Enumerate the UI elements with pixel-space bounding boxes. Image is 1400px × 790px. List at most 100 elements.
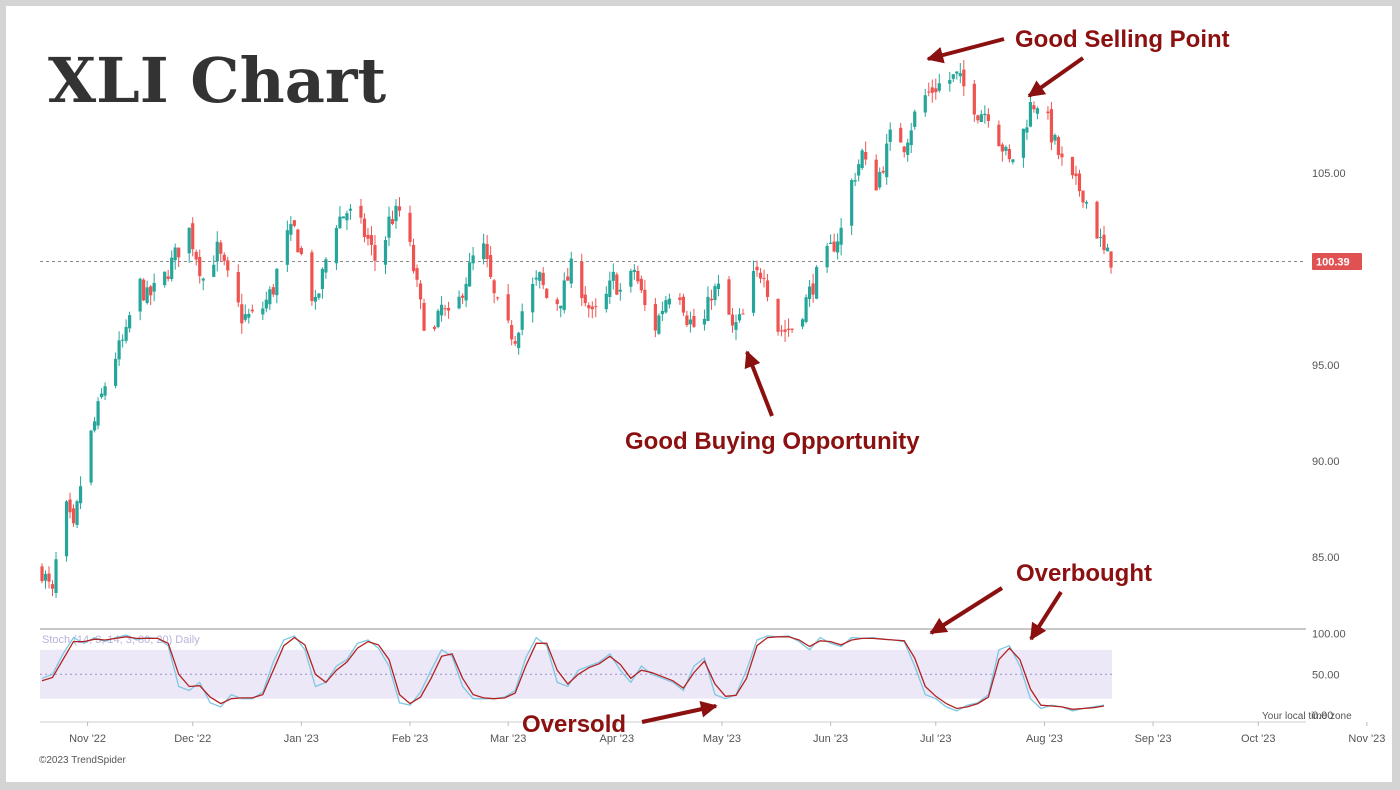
candle	[692, 308, 696, 329]
candle	[615, 272, 619, 295]
candle-body	[369, 235, 374, 245]
candle-body	[103, 386, 107, 396]
candle	[1049, 102, 1054, 151]
candle-body	[152, 282, 156, 292]
candle-body	[243, 314, 247, 320]
chart-title: XLI Chart	[48, 44, 387, 117]
candle-body	[324, 259, 328, 273]
candle	[1053, 133, 1057, 145]
candle	[443, 304, 447, 317]
candle	[807, 279, 812, 307]
candle-body	[951, 74, 955, 79]
candle	[397, 197, 402, 217]
candle-body	[1049, 109, 1054, 143]
candle-body	[78, 486, 83, 504]
time-tick-label: Sep '23	[1135, 733, 1172, 745]
candle	[240, 293, 244, 334]
candle-body	[678, 297, 682, 301]
candle-body	[800, 319, 805, 327]
candle-body	[1077, 173, 1082, 192]
candle	[906, 138, 910, 162]
candle	[737, 308, 742, 323]
candle-body	[142, 279, 146, 301]
candle-body	[608, 280, 612, 297]
candle	[285, 220, 289, 273]
candle	[1004, 145, 1008, 156]
candle-body	[660, 310, 664, 315]
candle-body	[1105, 247, 1110, 252]
candle	[566, 268, 570, 281]
candle-body	[482, 243, 486, 260]
candle-body	[825, 245, 829, 268]
annotation-text: Oversold	[522, 711, 626, 738]
candle	[138, 277, 142, 321]
candle	[825, 243, 829, 273]
candle	[545, 288, 549, 299]
candle	[881, 166, 885, 174]
candle-body	[408, 212, 412, 242]
candle	[559, 305, 563, 318]
candle	[152, 273, 156, 302]
candle-body	[667, 298, 671, 305]
candle-body	[299, 247, 303, 254]
candle	[1102, 225, 1106, 255]
candle-body	[857, 164, 861, 176]
candle-body	[464, 283, 468, 301]
candle-body	[285, 230, 289, 265]
candle-body	[734, 322, 738, 330]
candle-body	[468, 262, 472, 287]
candle-body	[804, 297, 808, 322]
candle	[373, 234, 377, 272]
candle	[1035, 106, 1040, 120]
candle	[878, 167, 882, 190]
candle-body	[976, 115, 980, 121]
candle	[688, 311, 693, 333]
candle	[1077, 169, 1082, 197]
candle-body	[885, 143, 889, 178]
candle	[779, 325, 784, 337]
candle-body	[520, 311, 524, 330]
candle-body	[1032, 105, 1036, 110]
candle-body	[923, 95, 927, 113]
candle	[117, 331, 121, 367]
candle	[706, 286, 710, 322]
candle	[1105, 243, 1110, 252]
candle-body	[166, 276, 170, 279]
candle-body	[187, 227, 191, 254]
candle-body	[829, 242, 833, 244]
candle	[664, 295, 668, 314]
candle	[709, 289, 714, 310]
candle-body	[71, 508, 76, 524]
candle	[362, 213, 367, 243]
candle-body	[653, 304, 657, 331]
candle	[857, 159, 861, 182]
candle	[997, 120, 1001, 147]
candle	[489, 246, 493, 280]
candle-body	[471, 255, 475, 264]
candle-body	[758, 272, 763, 279]
candle	[236, 264, 240, 307]
candle-body	[387, 216, 391, 238]
candle-body	[664, 300, 668, 313]
candle	[618, 283, 622, 301]
candle	[909, 122, 913, 154]
candle	[187, 227, 191, 263]
candle	[629, 268, 633, 293]
candle-body	[250, 309, 254, 312]
candle	[678, 293, 682, 305]
candle	[250, 304, 254, 314]
candle	[124, 319, 128, 344]
candle	[713, 283, 717, 306]
candle-body	[657, 315, 661, 334]
candle-body	[948, 79, 952, 84]
candle	[1070, 156, 1075, 179]
candle-body	[212, 264, 216, 277]
candle	[415, 264, 419, 287]
time-tick-label: Feb '23	[392, 733, 428, 745]
candle	[948, 71, 952, 92]
annotation-arrow	[1029, 590, 1063, 641]
candle	[408, 205, 412, 247]
candle-body	[513, 341, 517, 344]
candle-body	[446, 308, 451, 311]
candle-body	[128, 315, 132, 329]
